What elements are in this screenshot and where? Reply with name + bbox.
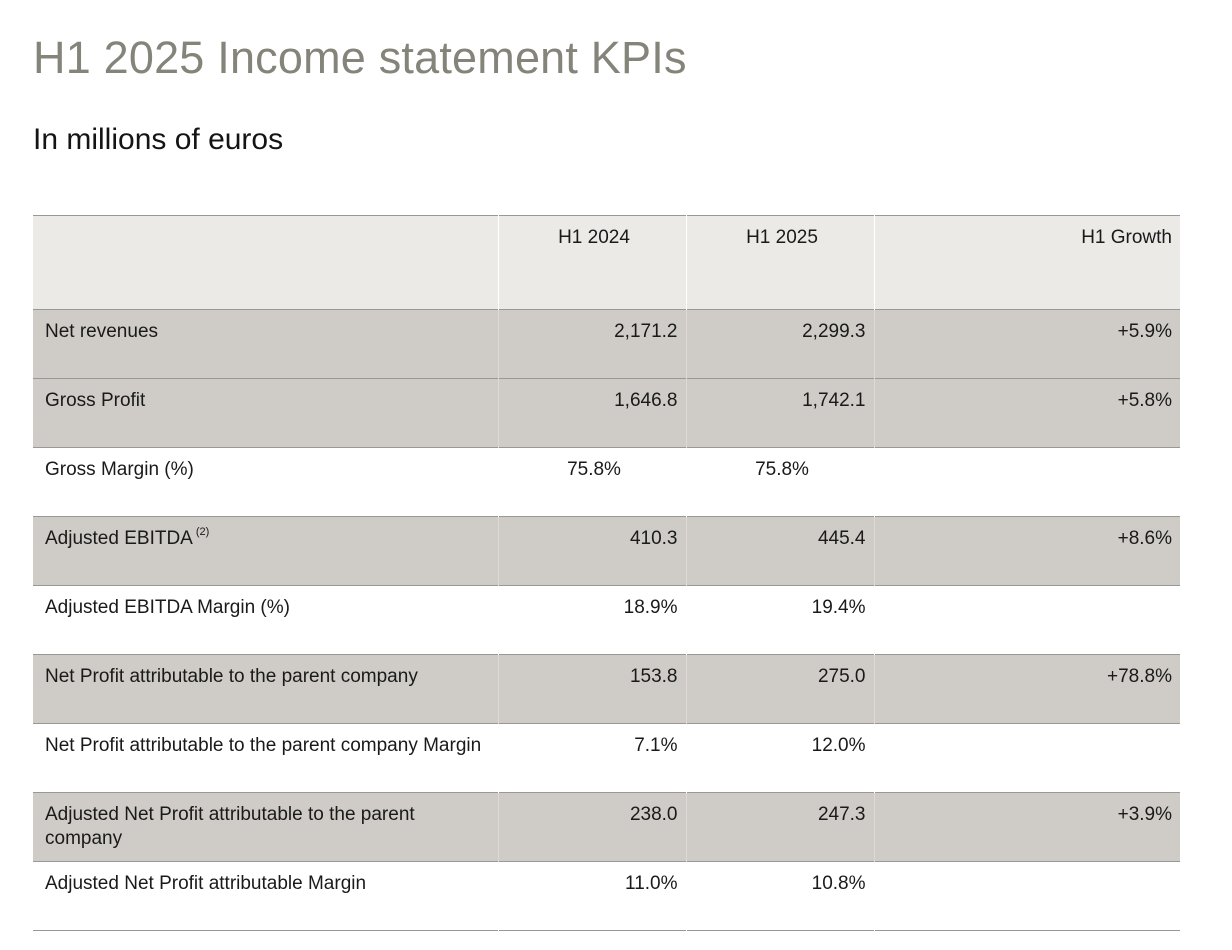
header-h1-2024: H1 2024 <box>497 215 686 310</box>
value-h1-growth: +8.6% <box>873 516 1180 586</box>
value-h1-2024: 2,171.2 <box>497 309 686 379</box>
income-statement-kpi-table: H1 2024 H1 2025 H1 Growth Net revenues 2… <box>33 215 1180 931</box>
table-row: Adjusted Net Profit attributable to the … <box>33 792 1180 862</box>
row-label: Adjusted Net Profit attributable to the … <box>45 804 415 849</box>
page-title: H1 2025 Income statement KPIs <box>33 32 687 83</box>
value-h1-2024: 410.3 <box>497 516 686 586</box>
table-row: Adjusted Net Profit attributable Margin … <box>33 861 1180 931</box>
value-h1-growth <box>873 861 1180 931</box>
table-header-row: H1 2024 H1 2025 H1 Growth <box>33 215 1180 310</box>
table-row: Gross Margin (%) 75.8% 75.8% <box>33 447 1180 517</box>
value-h1-2024: 75.8% <box>497 447 686 517</box>
value-h1-2025: 19.4% <box>685 585 874 655</box>
value-h1-2024: 153.8 <box>497 654 686 724</box>
table-row: Adjusted EBITDA Margin (%) 18.9% 19.4% <box>33 585 1180 655</box>
row-label: Adjusted Net Profit attributable Margin <box>45 873 367 894</box>
units-subtitle: In millions of euros <box>33 123 284 156</box>
value-h1-2025: 12.0% <box>685 723 874 793</box>
row-label: Gross Margin (%) <box>45 459 194 480</box>
value-h1-2024: 1,646.8 <box>497 378 686 448</box>
value-h1-2025: 2,299.3 <box>685 309 874 379</box>
header-h1-2025: H1 2025 <box>685 215 874 310</box>
value-h1-growth: +3.9% <box>873 792 1180 862</box>
row-label: Net revenues <box>45 321 159 342</box>
header-h1-growth: H1 Growth <box>873 215 1180 310</box>
value-h1-growth: +5.8% <box>873 378 1180 448</box>
value-h1-growth <box>873 447 1180 517</box>
value-h1-growth <box>873 585 1180 655</box>
value-h1-2025: 275.0 <box>685 654 874 724</box>
table-row: Net Profit attributable to the parent co… <box>33 723 1180 793</box>
table-row: Adjusted EBITDA (2) 410.3 445.4 +8.6% <box>33 516 1180 586</box>
value-h1-2025: 75.8% <box>685 447 874 517</box>
table-row: Gross Profit 1,646.8 1,742.1 +5.8% <box>33 378 1180 448</box>
row-label: Net Profit attributable to the parent co… <box>45 735 482 756</box>
row-label: Gross Profit <box>45 390 146 411</box>
value-h1-2024: 18.9% <box>497 585 686 655</box>
row-label: Net Profit attributable to the parent co… <box>45 666 418 687</box>
value-h1-2025: 1,742.1 <box>685 378 874 448</box>
value-h1-growth: +78.8% <box>873 654 1180 724</box>
header-label-column <box>33 216 498 310</box>
value-h1-2024: 11.0% <box>497 861 686 931</box>
value-h1-2025: 445.4 <box>685 516 874 586</box>
row-label: Adjusted EBITDA (2) <box>45 526 210 549</box>
value-h1-2024: 238.0 <box>497 792 686 862</box>
footnote-marker: (2) <box>195 526 210 538</box>
value-h1-growth: +5.9% <box>873 309 1180 379</box>
value-h1-growth <box>873 723 1180 793</box>
row-label: Adjusted EBITDA Margin (%) <box>45 597 290 618</box>
table-row: Net revenues 2,171.2 2,299.3 +5.9% <box>33 309 1180 379</box>
value-h1-2025: 10.8% <box>685 861 874 931</box>
value-h1-2024: 7.1% <box>497 723 686 793</box>
value-h1-2025: 247.3 <box>685 792 874 862</box>
table-row: Net Profit attributable to the parent co… <box>33 654 1180 724</box>
